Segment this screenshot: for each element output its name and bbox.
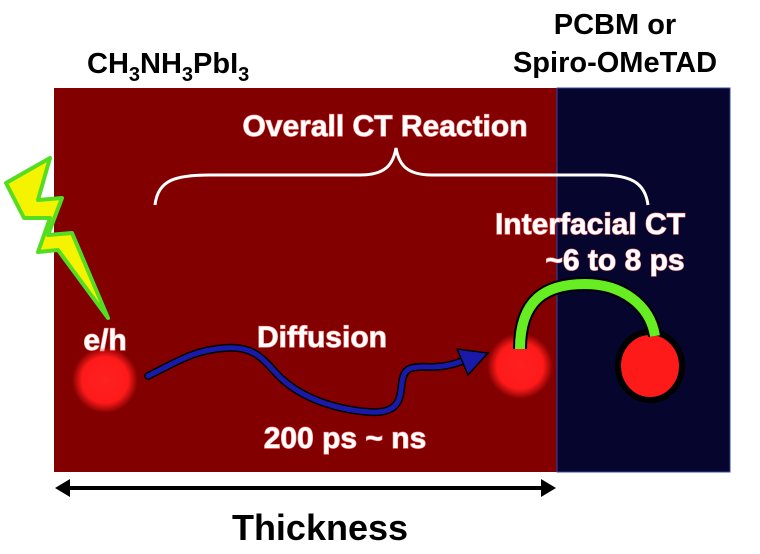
interfacial-time-label: ~6 to 8 ps [545, 244, 684, 277]
thickness-arrowhead-right [541, 479, 556, 497]
transport-label-line2: Spiro-OMeTAD [513, 47, 717, 79]
thickness-arrowhead-left [55, 479, 70, 497]
carrier-transferred [615, 329, 685, 403]
overall-ct-label: Overall CT Reaction [242, 110, 527, 143]
transport-label-line1: PCBM or [554, 9, 676, 41]
perovskite-layer [54, 88, 557, 472]
diffusion-label: Diffusion [257, 321, 387, 354]
interfacial-ct-label: Interfacial CT [495, 208, 685, 241]
thickness-label: Thickness [232, 507, 408, 548]
diffusion-arrowhead [455, 348, 490, 377]
carrier-interface [487, 333, 553, 399]
lightning-icon [4, 156, 110, 320]
carrier-start [72, 347, 138, 413]
diffusion-time-label: 200 ps ~ ns [264, 422, 427, 455]
brace [153, 147, 650, 206]
perovskite-label: CH3NH3PbI3 [87, 48, 249, 86]
